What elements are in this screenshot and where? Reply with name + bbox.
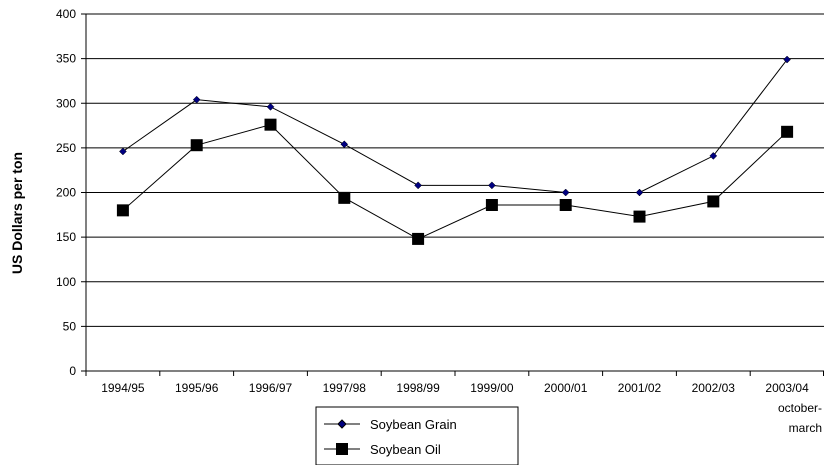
legend-diamond-marker-icon: [337, 419, 347, 429]
data-point-square: [781, 125, 794, 138]
gridlines: [86, 13, 824, 327]
x-tick-label: 2001/02: [618, 381, 662, 395]
y-tick-label: 350: [56, 52, 76, 66]
series-line: [122, 124, 788, 240]
x-tick-label: 1999/00: [470, 381, 514, 395]
y-tick-label: 100: [56, 275, 76, 289]
x-tick-label: march: [789, 421, 822, 435]
x-tick-label: 1994/95: [101, 381, 145, 395]
y-tick-label: 200: [56, 186, 76, 200]
data-point-diamond: [635, 188, 644, 197]
y-tick-label: 250: [56, 141, 76, 155]
y-tick-label: 300: [56, 96, 76, 110]
axes: [81, 13, 824, 376]
x-tick-label: 1998/99: [396, 381, 440, 395]
x-tick-label: 2000/01: [544, 381, 588, 395]
data-point-diamond: [414, 181, 422, 190]
y-axis-title: US Dollars per ton: [9, 152, 25, 274]
x-tick-label: 1995/96: [175, 381, 219, 395]
data-point-diamond: [488, 181, 496, 190]
data-point-diamond: [783, 55, 791, 64]
data-point-diamond: [266, 102, 275, 111]
data-point-square: [264, 118, 277, 131]
y-tick-label: 400: [56, 7, 76, 21]
legend-item-soybean-oil: Soybean Oil: [324, 442, 441, 457]
y-tick-label: 0: [69, 364, 76, 378]
data-point-square: [559, 198, 572, 211]
x-tick-label: 1997/98: [323, 381, 367, 395]
tick-labels: 0 50 100 150 200 250 300 350 400 1994/95 1995/96 19…: [56, 7, 822, 435]
legend-box: [315, 406, 519, 465]
data-point-square: [116, 204, 129, 217]
data-point-square: [707, 195, 720, 208]
data-point-diamond: [340, 140, 349, 149]
series-group: [116, 55, 794, 245]
x-tick-label: 2003/04: [765, 381, 809, 395]
series-soybean-oil: [116, 118, 794, 245]
series-soybean-grain: [119, 55, 791, 197]
x-tick-label: 1996/97: [249, 381, 293, 395]
data-point-square: [338, 191, 351, 204]
x-tick-label: october-: [778, 401, 822, 415]
data-point-square: [633, 210, 646, 223]
y-tick-label: 150: [56, 230, 76, 244]
legend-label-soybean-grain: Soybean Grain: [370, 417, 457, 432]
data-point-diamond: [119, 147, 127, 156]
data-point-diamond: [709, 152, 718, 160]
x-tick-label: 2002/03: [692, 381, 736, 395]
series-line: [122, 59, 788, 193]
legend-label-soybean-oil: Soybean Oil: [370, 442, 441, 457]
legend-item-soybean-grain: Soybean Grain: [324, 417, 457, 432]
data-point-square: [412, 232, 425, 245]
data-point-square: [485, 198, 498, 211]
data-point-diamond: [192, 95, 201, 104]
legend: Soybean Grain Soybean Oil: [315, 406, 519, 465]
data-point-diamond: [561, 188, 570, 197]
data-point-square: [190, 139, 203, 152]
y-tick-label: 50: [63, 319, 77, 333]
legend-square-marker-icon: [336, 443, 348, 455]
